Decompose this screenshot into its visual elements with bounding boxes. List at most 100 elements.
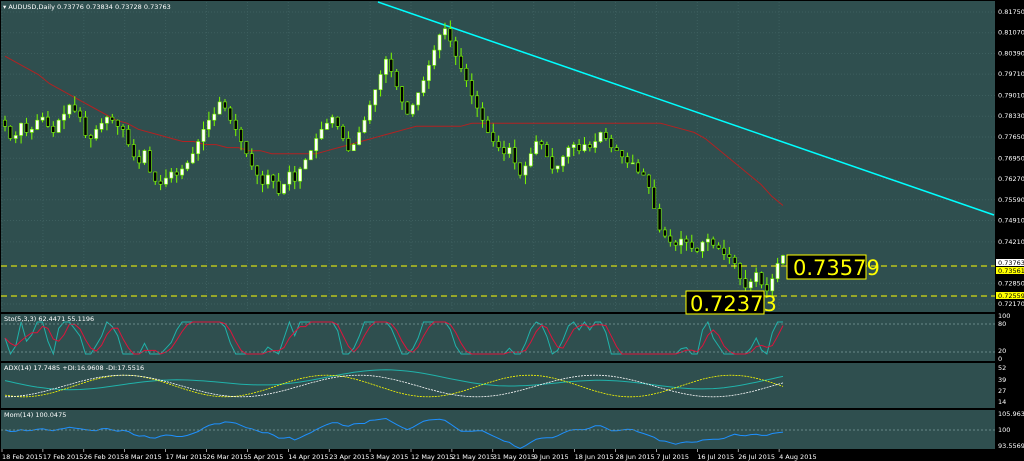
bull-candle[interactable] (169, 171, 174, 179)
bear-candle[interactable] (78, 110, 83, 118)
bull-candle[interactable] (206, 119, 211, 130)
bull-candle[interactable] (534, 141, 539, 155)
bull-candle[interactable] (561, 156, 565, 167)
bull-candle[interactable] (35, 119, 40, 130)
bear-candle[interactable] (24, 122, 29, 133)
bull-candle[interactable] (217, 101, 222, 115)
bull-candle[interactable] (582, 144, 587, 151)
bear-candle[interactable] (657, 208, 662, 231)
bull-candle[interactable] (443, 28, 447, 36)
bull-candle[interactable] (351, 144, 356, 151)
bull-candle[interactable] (19, 122, 23, 136)
bear-candle[interactable] (738, 263, 742, 280)
bull-candle[interactable] (142, 150, 147, 164)
bear-candle[interactable] (491, 132, 496, 142)
bear-candle[interactable] (46, 116, 50, 127)
bear-candle[interactable] (271, 174, 276, 182)
bull-candle[interactable] (571, 144, 576, 148)
bear-candle[interactable] (496, 141, 501, 148)
bull-candle[interactable] (373, 89, 378, 106)
bear-candle[interactable] (88, 135, 93, 139)
bull-candle[interactable] (266, 174, 270, 185)
bear-candle[interactable] (126, 129, 131, 145)
bear-candle[interactable] (620, 150, 624, 158)
bull-candle[interactable] (357, 132, 362, 145)
bear-candle[interactable] (727, 254, 732, 258)
bear-candle[interactable] (475, 95, 480, 109)
dropdown-icon[interactable]: ▾ (3, 3, 8, 11)
bull-candle[interactable] (598, 132, 603, 142)
bull-candle[interactable] (190, 153, 195, 164)
bull-candle[interactable] (679, 238, 683, 246)
bear-candle[interactable] (518, 162, 522, 176)
bull-candle[interactable] (185, 162, 190, 170)
bear-candle[interactable] (131, 144, 136, 158)
bull-candle[interactable] (99, 122, 104, 130)
bear-candle[interactable] (668, 235, 673, 243)
bear-candle[interactable] (51, 126, 56, 133)
bull-candle[interactable] (410, 104, 415, 115)
bull-candle[interactable] (330, 116, 335, 124)
bull-candle[interactable] (416, 92, 421, 106)
bear-candle[interactable] (292, 171, 297, 182)
bear-candle[interactable] (255, 165, 260, 176)
bull-candle[interactable] (282, 183, 286, 194)
bear-candle[interactable] (614, 147, 619, 151)
bear-candle[interactable] (335, 116, 340, 127)
downtrend-line[interactable] (377, 1, 995, 216)
bull-candle[interactable] (62, 113, 66, 121)
bear-candle[interactable] (137, 156, 142, 164)
bear-candle[interactable] (260, 174, 265, 185)
bear-candle[interactable] (502, 147, 506, 155)
bear-candle[interactable] (239, 129, 243, 142)
bear-candle[interactable] (448, 28, 453, 42)
bull-candle[interactable] (528, 153, 533, 167)
bull-candle[interactable] (94, 129, 99, 139)
bull-candle[interactable] (13, 135, 18, 139)
bull-candle[interactable] (325, 122, 329, 130)
bull-candle[interactable] (781, 255, 785, 264)
bear-candle[interactable] (485, 119, 490, 133)
bear-candle[interactable] (587, 144, 592, 148)
bear-candle[interactable] (716, 244, 721, 249)
bear-candle[interactable] (249, 153, 254, 167)
bear-candle[interactable] (636, 162, 641, 173)
bear-candle[interactable] (512, 147, 517, 164)
bear-candle[interactable] (732, 257, 737, 264)
bear-candle[interactable] (153, 171, 158, 182)
bear-candle[interactable] (695, 247, 700, 252)
bear-candle[interactable] (743, 278, 748, 289)
bull-candle[interactable] (523, 165, 528, 176)
bear-candle[interactable] (545, 144, 549, 158)
bull-candle[interactable] (201, 129, 206, 142)
bull-candle[interactable] (196, 141, 201, 155)
bear-candle[interactable] (604, 132, 608, 139)
bear-candle[interactable] (722, 247, 726, 255)
bear-candle[interactable] (469, 80, 474, 97)
bull-candle[interactable] (367, 104, 372, 121)
bull-candle[interactable] (775, 263, 780, 280)
bear-candle[interactable] (759, 272, 764, 286)
bear-candle[interactable] (3, 119, 7, 127)
bull-candle[interactable] (421, 80, 426, 94)
stochastic-pane[interactable] (1, 314, 995, 361)
bear-candle[interactable] (453, 40, 458, 57)
bull-candle[interactable] (212, 113, 217, 121)
bear-candle[interactable] (405, 101, 410, 115)
bull-candle[interactable] (593, 141, 598, 148)
bull-candle[interactable] (700, 241, 705, 252)
bull-candle[interactable] (705, 238, 710, 243)
bear-candle[interactable] (464, 68, 469, 81)
bull-candle[interactable] (555, 165, 560, 170)
bear-candle[interactable] (121, 126, 125, 130)
bull-candle[interactable] (319, 129, 324, 139)
bull-candle[interactable] (770, 278, 775, 292)
bull-candle[interactable] (303, 159, 308, 170)
bull-candle[interactable] (29, 129, 34, 133)
bear-candle[interactable] (72, 104, 77, 112)
bear-candle[interactable] (609, 138, 614, 148)
bear-candle[interactable] (480, 107, 485, 121)
bear-candle[interactable] (83, 116, 88, 136)
bear-candle[interactable] (115, 119, 120, 127)
